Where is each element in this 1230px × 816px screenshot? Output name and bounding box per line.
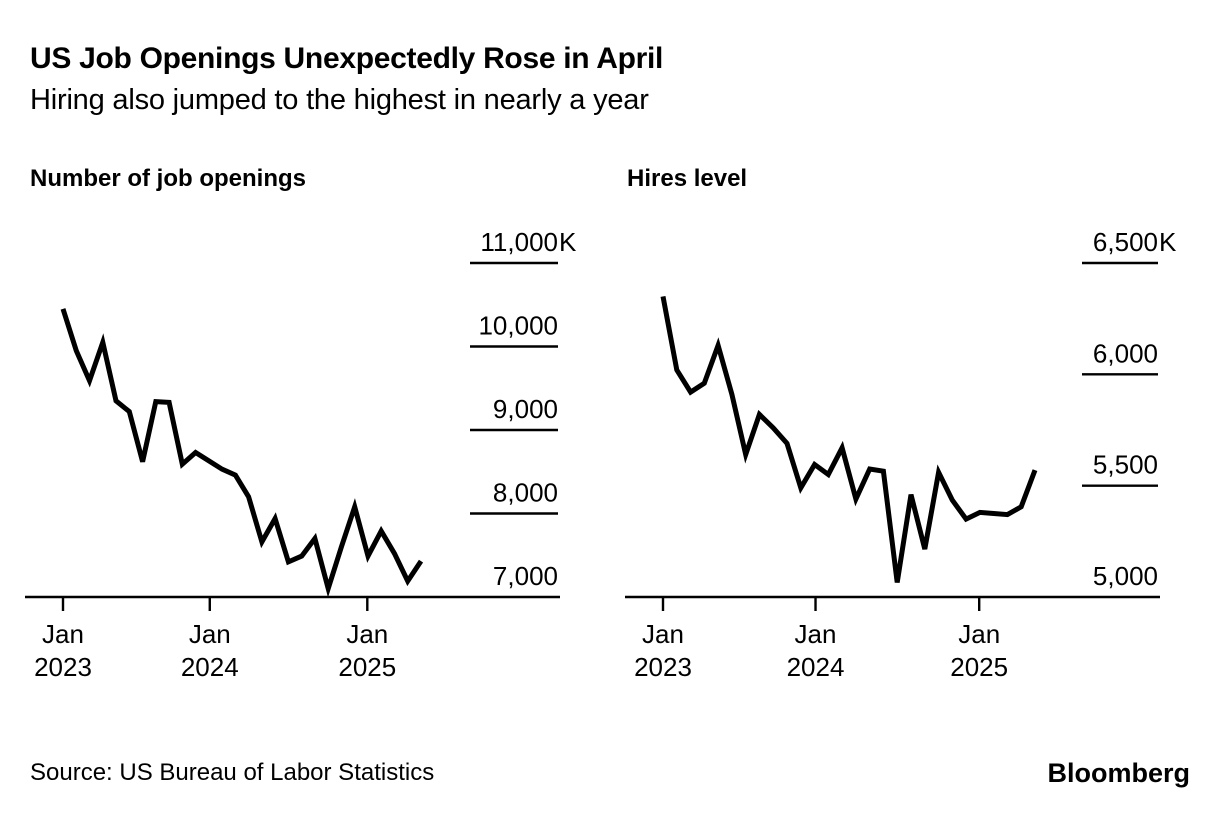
data-series-line xyxy=(60,308,424,598)
page-title: US Job Openings Unexpectedly Rose in Apr… xyxy=(30,42,664,75)
x-axis-label-month: Jan xyxy=(189,619,231,649)
y-axis-unit-suffix: K xyxy=(1159,227,1177,257)
y-axis-label: 5,500 xyxy=(1093,450,1158,480)
x-axis-label-month: Jan xyxy=(42,619,84,649)
x-axis-label-year: 2023 xyxy=(34,652,92,682)
y-axis-label: 9,000 xyxy=(493,394,558,424)
x-axis-label-year: 2024 xyxy=(787,652,845,682)
right-chart-title: Hires level xyxy=(627,165,748,192)
y-axis-label: 5,000 xyxy=(1093,561,1158,591)
x-axis-label-year: 2024 xyxy=(181,652,239,682)
data-series-line xyxy=(660,295,1038,583)
left-chart-title: Number of job openings xyxy=(30,165,306,192)
y-axis-label: 6,500 xyxy=(1093,227,1158,257)
y-axis-unit-suffix: K xyxy=(559,227,577,257)
x-axis-label-year: 2025 xyxy=(950,652,1008,682)
bloomberg-logo: Bloomberg xyxy=(1047,758,1190,788)
x-axis-label-year: 2025 xyxy=(338,652,396,682)
y-axis-label: 10,000 xyxy=(478,311,558,341)
x-axis-label-year: 2023 xyxy=(634,652,692,682)
job-openings-chart: 11,000 K10,0009,0008,0007,000Jan2023Jan20… xyxy=(25,227,577,682)
y-axis-label: 8,000 xyxy=(493,478,558,508)
y-axis-label: 11,000 xyxy=(480,227,558,257)
y-axis-label: 6,000 xyxy=(1093,338,1158,368)
y-axis-label: 7,000 xyxy=(493,561,558,591)
x-axis-label-month: Jan xyxy=(795,619,837,649)
page-subtitle: Hiring also jumped to the highest in nea… xyxy=(30,84,649,116)
hires-chart: 6,500 K6,0005,5005,000Jan2023Jan2024Jan20… xyxy=(625,227,1177,682)
x-axis-label-month: Jan xyxy=(958,619,1000,649)
source-attribution: Source: US Bureau of Labor Statistics xyxy=(30,759,435,786)
x-axis-label-month: Jan xyxy=(642,619,684,649)
x-axis-label-month: Jan xyxy=(346,619,388,649)
